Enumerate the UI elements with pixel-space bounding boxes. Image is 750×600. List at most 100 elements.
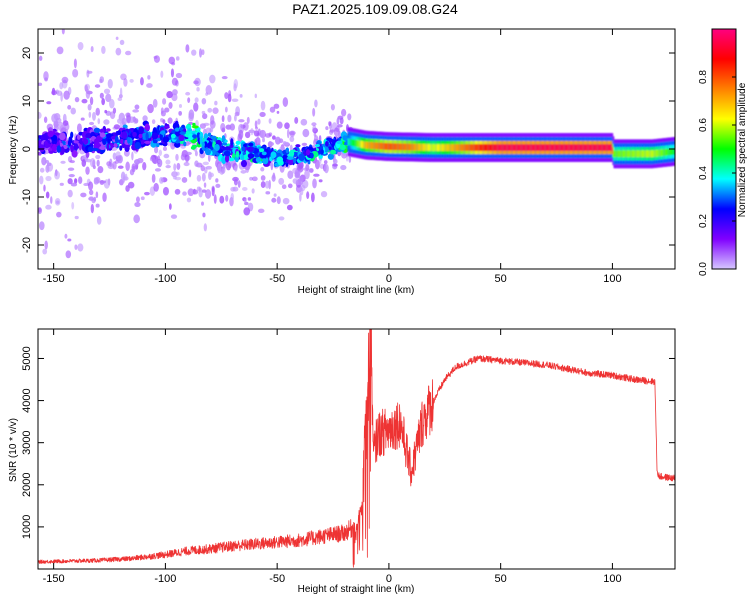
snr-x-ticks: -150 -100 -50 0 50 100: [43, 329, 622, 585]
spectral-blob: [127, 181, 135, 189]
spectral-blob: [92, 148, 99, 152]
spectral-blob: [142, 115, 148, 122]
spectral-blob: [286, 128, 290, 139]
spectral-blob: [269, 106, 276, 113]
x-tick: -50: [269, 29, 285, 285]
ridge-cell: [401, 143, 404, 151]
spectral-blob: [205, 85, 213, 95]
y-tick: 20: [21, 47, 675, 59]
ridge-cell: [548, 144, 551, 151]
spectral-blob: [314, 99, 318, 108]
spectral-blob: [67, 178, 73, 185]
spectral-blob: [194, 160, 199, 167]
ridge-cell: [497, 144, 500, 151]
spectral-blob: [274, 136, 281, 145]
ridge-cell: [624, 150, 627, 158]
ridge-cell: [545, 144, 548, 151]
spectral-blob: [327, 153, 334, 160]
spectral-blob: [272, 135, 276, 140]
ridge-cell: [571, 144, 573, 151]
ridge-cell: [630, 150, 633, 158]
ridge-cell: [575, 144, 578, 151]
spectral-blob: [158, 149, 163, 156]
spectral-blob: [124, 173, 128, 181]
ridge-cell: [394, 143, 397, 151]
spectral-blob: [304, 169, 310, 180]
colorbar-label: Normalized spectral amplitude: [737, 82, 748, 217]
y-tick: 10: [21, 95, 675, 107]
spectral-blob: [109, 98, 115, 109]
ridge-cell: [442, 144, 445, 151]
y-tick-label: 20: [21, 47, 33, 59]
ridge-cell: [602, 144, 605, 151]
ridge-cell: [563, 144, 566, 151]
spectral-blob: [102, 192, 107, 202]
spectral-blob: [174, 188, 181, 195]
y-tick: -10: [21, 189, 675, 205]
ridge-cell: [398, 143, 401, 151]
spectral-blob: [38, 221, 45, 231]
spectral-blob: [221, 135, 226, 143]
ridge-cell: [659, 149, 662, 157]
spectral-blob: [120, 138, 124, 145]
spectral-blob: [73, 143, 79, 151]
spectral-blob: [325, 126, 329, 131]
spectral-blob: [271, 174, 276, 182]
ridge-cell: [407, 143, 410, 151]
ridge-cell: [484, 144, 487, 151]
spectral-blob: [300, 118, 308, 126]
spectral-blob: [67, 167, 75, 171]
ridge-cell: [614, 150, 617, 158]
ridge-cell: [612, 147, 615, 155]
spectral-blob: [170, 68, 175, 78]
ridge-cell: [660, 149, 663, 157]
spectral-blob: [267, 141, 275, 147]
spectral-blob: [132, 109, 140, 113]
spectral-blob: [104, 109, 108, 114]
ridge-cell: [617, 150, 620, 158]
spectral-blob: [299, 184, 306, 192]
ridge-cell: [568, 144, 571, 151]
spectral-blob: [237, 133, 243, 144]
spectral-blob: [201, 172, 206, 182]
ridge-cell: [586, 144, 589, 151]
ridge-cell: [467, 144, 469, 151]
ridge-cell: [488, 144, 491, 151]
spectral-blob: [101, 45, 106, 55]
x-tick: -100: [154, 329, 176, 585]
spectrogram-y-label: Frequency (Hz): [8, 116, 19, 185]
ridge-cell: [564, 144, 567, 151]
spectral-blob: [56, 46, 64, 55]
spectral-blob: [261, 151, 267, 156]
spectral-blob: [93, 127, 101, 133]
spectral-blob: [62, 120, 69, 126]
spectral-blob: [80, 192, 87, 198]
spectral-blob: [123, 77, 128, 87]
spectral-blob: [241, 146, 246, 152]
ridge-cell: [465, 144, 468, 151]
ridge-cell: [596, 144, 599, 151]
spectral-blob: [39, 167, 45, 173]
spectral-blob: [85, 89, 91, 99]
ridge-cell: [525, 144, 528, 151]
y-tick-label: 4000: [21, 388, 33, 412]
spectral-blob: [342, 135, 349, 141]
ridge-cell: [661, 149, 664, 157]
spectral-blob: [151, 132, 159, 140]
ridge-cell: [579, 144, 582, 151]
spectral-blob: [153, 55, 161, 63]
spectral-blob: [114, 135, 119, 144]
ridge-cell: [350, 139, 353, 146]
spectral-blob: [95, 191, 99, 199]
spectral-blob: [56, 145, 62, 153]
y-tick-label: -20: [21, 237, 33, 253]
ridge-cell: [481, 144, 484, 151]
spectral-blob: [107, 78, 113, 89]
ridge-cell: [566, 144, 569, 151]
spectral-blob: [325, 140, 329, 147]
spectral-blob: [48, 150, 54, 154]
ridge-cell: [454, 144, 457, 151]
ridge-cell: [483, 144, 486, 151]
ridge-cell: [534, 144, 537, 151]
